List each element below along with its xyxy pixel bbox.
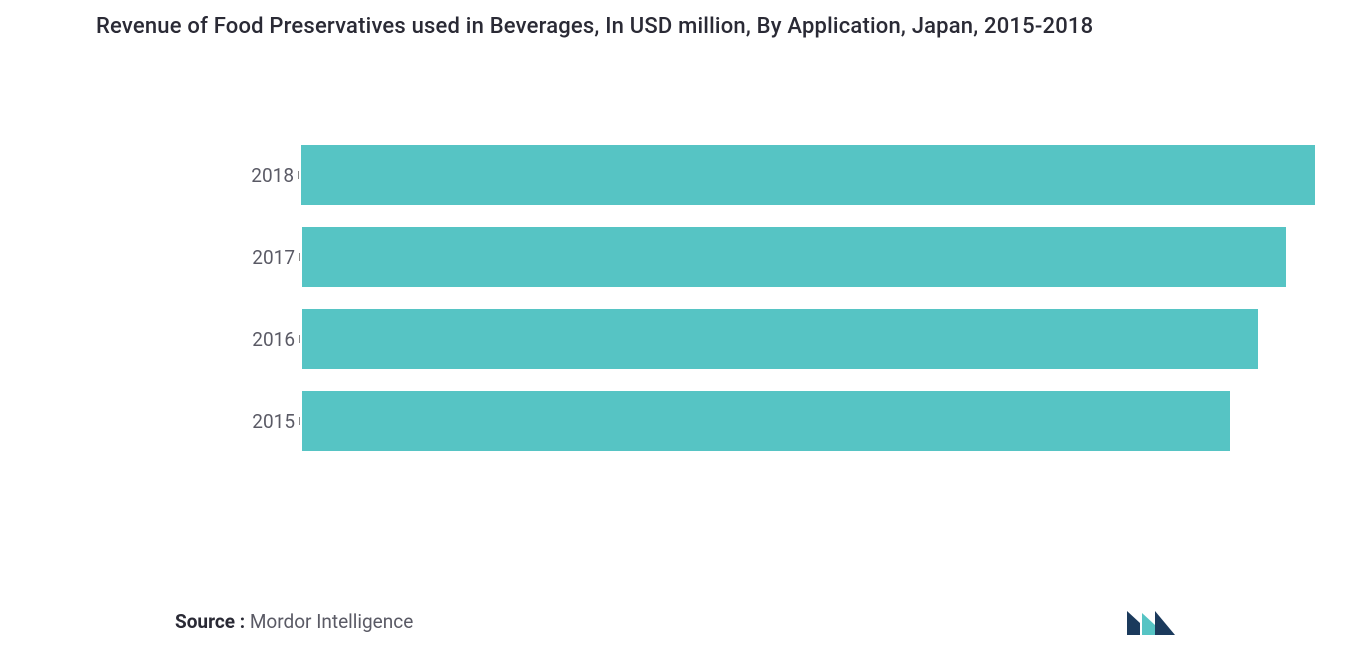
bar-label-2016: 2016 xyxy=(245,328,295,351)
bar-2017 xyxy=(302,227,1286,287)
bar-row: 2017 xyxy=(245,227,1315,287)
bar-container xyxy=(301,145,1315,205)
bar-2015 xyxy=(302,391,1230,451)
chart-title: Revenue of Food Preservatives used in Be… xyxy=(96,14,1093,39)
mordor-logo-icon xyxy=(1125,607,1181,637)
tick-mark xyxy=(299,417,300,425)
bar-row: 2015 xyxy=(245,391,1315,451)
bar-2018 xyxy=(301,145,1315,205)
source-attribution: Source : Mordor Intelligence xyxy=(175,610,413,633)
tick-mark xyxy=(298,171,299,179)
tick-mark xyxy=(299,335,300,343)
bar-label-2018: 2018 xyxy=(245,164,294,187)
bar-container xyxy=(302,309,1315,369)
bar-label-2015: 2015 xyxy=(245,410,295,433)
bar-row: 2016 xyxy=(245,309,1315,369)
bar-row: 2018 xyxy=(245,145,1315,205)
source-value: Mordor Intelligence xyxy=(250,610,413,633)
tick-mark xyxy=(299,253,300,261)
source-label: Source : xyxy=(175,610,245,633)
bar-container xyxy=(302,227,1315,287)
bar-2016 xyxy=(302,309,1258,369)
chart-plot-area: 2018 2017 2016 2015 xyxy=(245,145,1315,465)
bar-label-2017: 2017 xyxy=(245,246,295,269)
bar-container xyxy=(302,391,1315,451)
